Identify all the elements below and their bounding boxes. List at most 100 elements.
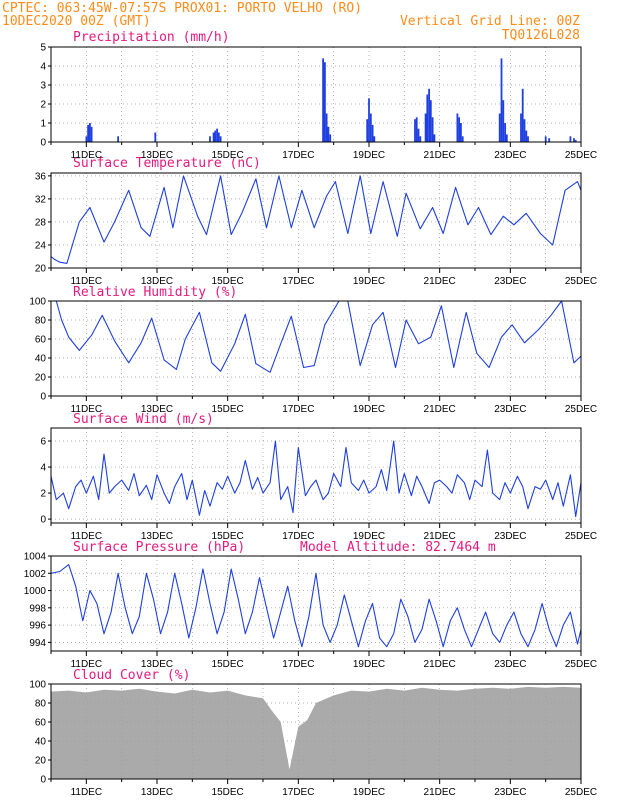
temp-xtick-label: 19DEC [353, 276, 385, 287]
precip-bar [322, 58, 324, 142]
precip-bar [505, 134, 508, 142]
humidity-line [51, 300, 582, 373]
cloud-ytick-label: 40 [35, 737, 47, 748]
humidity-frame [50, 300, 582, 397]
precip-bar [366, 119, 369, 142]
temp-xtick-label: 17DEC [282, 276, 314, 287]
precip-frame [50, 46, 582, 143]
precip-bar [85, 136, 88, 142]
humidity-panel-title: Relative Humidity (%) [73, 285, 237, 300]
precip-bar [573, 138, 575, 142]
temp-panel-title: Surface Temperature (nC) [73, 156, 261, 171]
precip-bar [431, 117, 434, 142]
precip-bar [324, 62, 326, 143]
precip-ytick-label: 0 [40, 138, 46, 149]
wind-xtick-label: 11DEC [71, 531, 103, 542]
precip-bar [500, 58, 503, 142]
header-grid-info: Vertical Grid Line: 00Z [400, 14, 580, 29]
pressure-xtick-label: 21DEC [424, 659, 456, 670]
cloud-xtick-label: 19DEC [353, 787, 385, 798]
cloud-xtick-label: 21DEC [424, 787, 456, 798]
pressure-xtick-label: 19DEC [353, 659, 385, 670]
precip-bar [520, 113, 522, 142]
precip-bar [87, 124, 89, 142]
temp-ytick-label: 20 [35, 264, 47, 275]
precip-bar [548, 138, 551, 142]
precip-ytick-label: 2 [40, 100, 46, 111]
humidity-xtick-label: 23DEC [494, 404, 526, 415]
temp-xtick-label: 11DEC [71, 276, 103, 287]
precip-bar [90, 126, 93, 142]
pressure-ytick-label: 1004 [24, 552, 47, 563]
humidity-ytick-label: 100 [29, 297, 46, 308]
precip-bar [424, 113, 427, 142]
precip-bar [325, 113, 328, 142]
humidity-xtick-label: 11DEC [71, 404, 103, 415]
pressure-ytick-label: 1002 [24, 569, 47, 580]
precip-ytick-label: 3 [40, 81, 46, 92]
header-model-id: TQ0126L028 [502, 28, 580, 43]
temp-ytick-label: 24 [35, 240, 47, 251]
pressure-xtick-label: 11DEC [71, 659, 103, 670]
cloud-ytick-label: 20 [35, 756, 47, 767]
pressure-xtick-label: 23DEC [494, 659, 526, 670]
humidity-ytick-label: 0 [40, 392, 46, 403]
wind-xtick-label: 21DEC [424, 531, 456, 542]
humidity-panel: 0 20 40 60 80 100 11DEC 13DEC 15DEC 17DEC 19DEC 21D… [29, 297, 597, 416]
cloud-xtick-label: 17DEC [282, 787, 314, 798]
precip-bar [369, 113, 372, 142]
precip-xtick-label: 17DEC [282, 150, 314, 161]
precip-bar [216, 128, 218, 142]
precip-bar [426, 94, 429, 142]
cloud-ytick-label: 100 [29, 680, 46, 691]
precip-xtick-label: 15DEC [212, 150, 244, 161]
precip-bar [523, 119, 526, 142]
precip-bar [569, 136, 572, 142]
humidity-xtick-label: 15DEC [212, 404, 244, 415]
humidity-xtick-label: 21DEC [424, 404, 456, 415]
cloud-xtick-label: 13DEC [141, 787, 173, 798]
temp-xtick-label: 21DEC [424, 276, 456, 287]
cloud-ytick-label: 80 [35, 699, 47, 710]
precip-bar [429, 100, 432, 142]
wind-xtick-label: 23DEC [494, 531, 526, 542]
temp-frame [50, 172, 582, 269]
humidity-ytick-label: 80 [35, 316, 47, 327]
cloud-ytick-label: 60 [35, 718, 47, 729]
wind-line [50, 440, 582, 518]
precip-bar [117, 136, 119, 142]
pressure-xtick-label: 25DEC [565, 659, 597, 670]
wind-ytick-label: 0 [40, 515, 46, 526]
temp-panel: 20 24 28 32 36 11DEC 13DEC 15DEC 17DEC 19DEC 21DEC… [35, 171, 597, 287]
precip-bar [521, 88, 524, 142]
pressure-ytick-label: 996 [29, 621, 46, 632]
temp-line [50, 175, 582, 264]
cloud-ytick-label: 0 [40, 775, 46, 786]
wind-xtick-label: 13DEC [141, 531, 173, 542]
pressure-ytick-label: 998 [29, 603, 46, 614]
precip-bar [89, 123, 91, 142]
humidity-xtick-label: 25DEC [565, 404, 597, 415]
wind-xtick-label: 19DEC [353, 531, 385, 542]
pressure-frame [50, 555, 582, 652]
precip-ytick-label: 1 [40, 119, 46, 130]
precip-bar [209, 136, 211, 142]
precip-bar [154, 132, 157, 142]
precip-bar [371, 124, 374, 142]
precip-panel-title: Precipitation (mm/h) [73, 30, 230, 45]
humidity-xtick-label: 13DEC [141, 404, 173, 415]
model-altitude-label: Model Altitude: 82.7464 m [300, 540, 496, 555]
precip-xtick-label: 23DEC [494, 150, 526, 161]
precip-bar [329, 134, 332, 142]
precip-bar [217, 132, 220, 142]
precip-xtick-label: 13DEC [141, 150, 173, 161]
precip-bar [461, 136, 464, 142]
temp-xtick-label: 25DEC [565, 276, 597, 287]
wind-panel-title: Surface Wind (m/s) [73, 412, 214, 427]
temp-xtick-label: 13DEC [141, 276, 173, 287]
precip-bar [433, 134, 436, 142]
temp-xtick-label: 23DEC [494, 276, 526, 287]
precip-bar [219, 136, 222, 142]
precip-bar [327, 126, 330, 142]
precip-xtick-label: 19DEC [353, 150, 385, 161]
